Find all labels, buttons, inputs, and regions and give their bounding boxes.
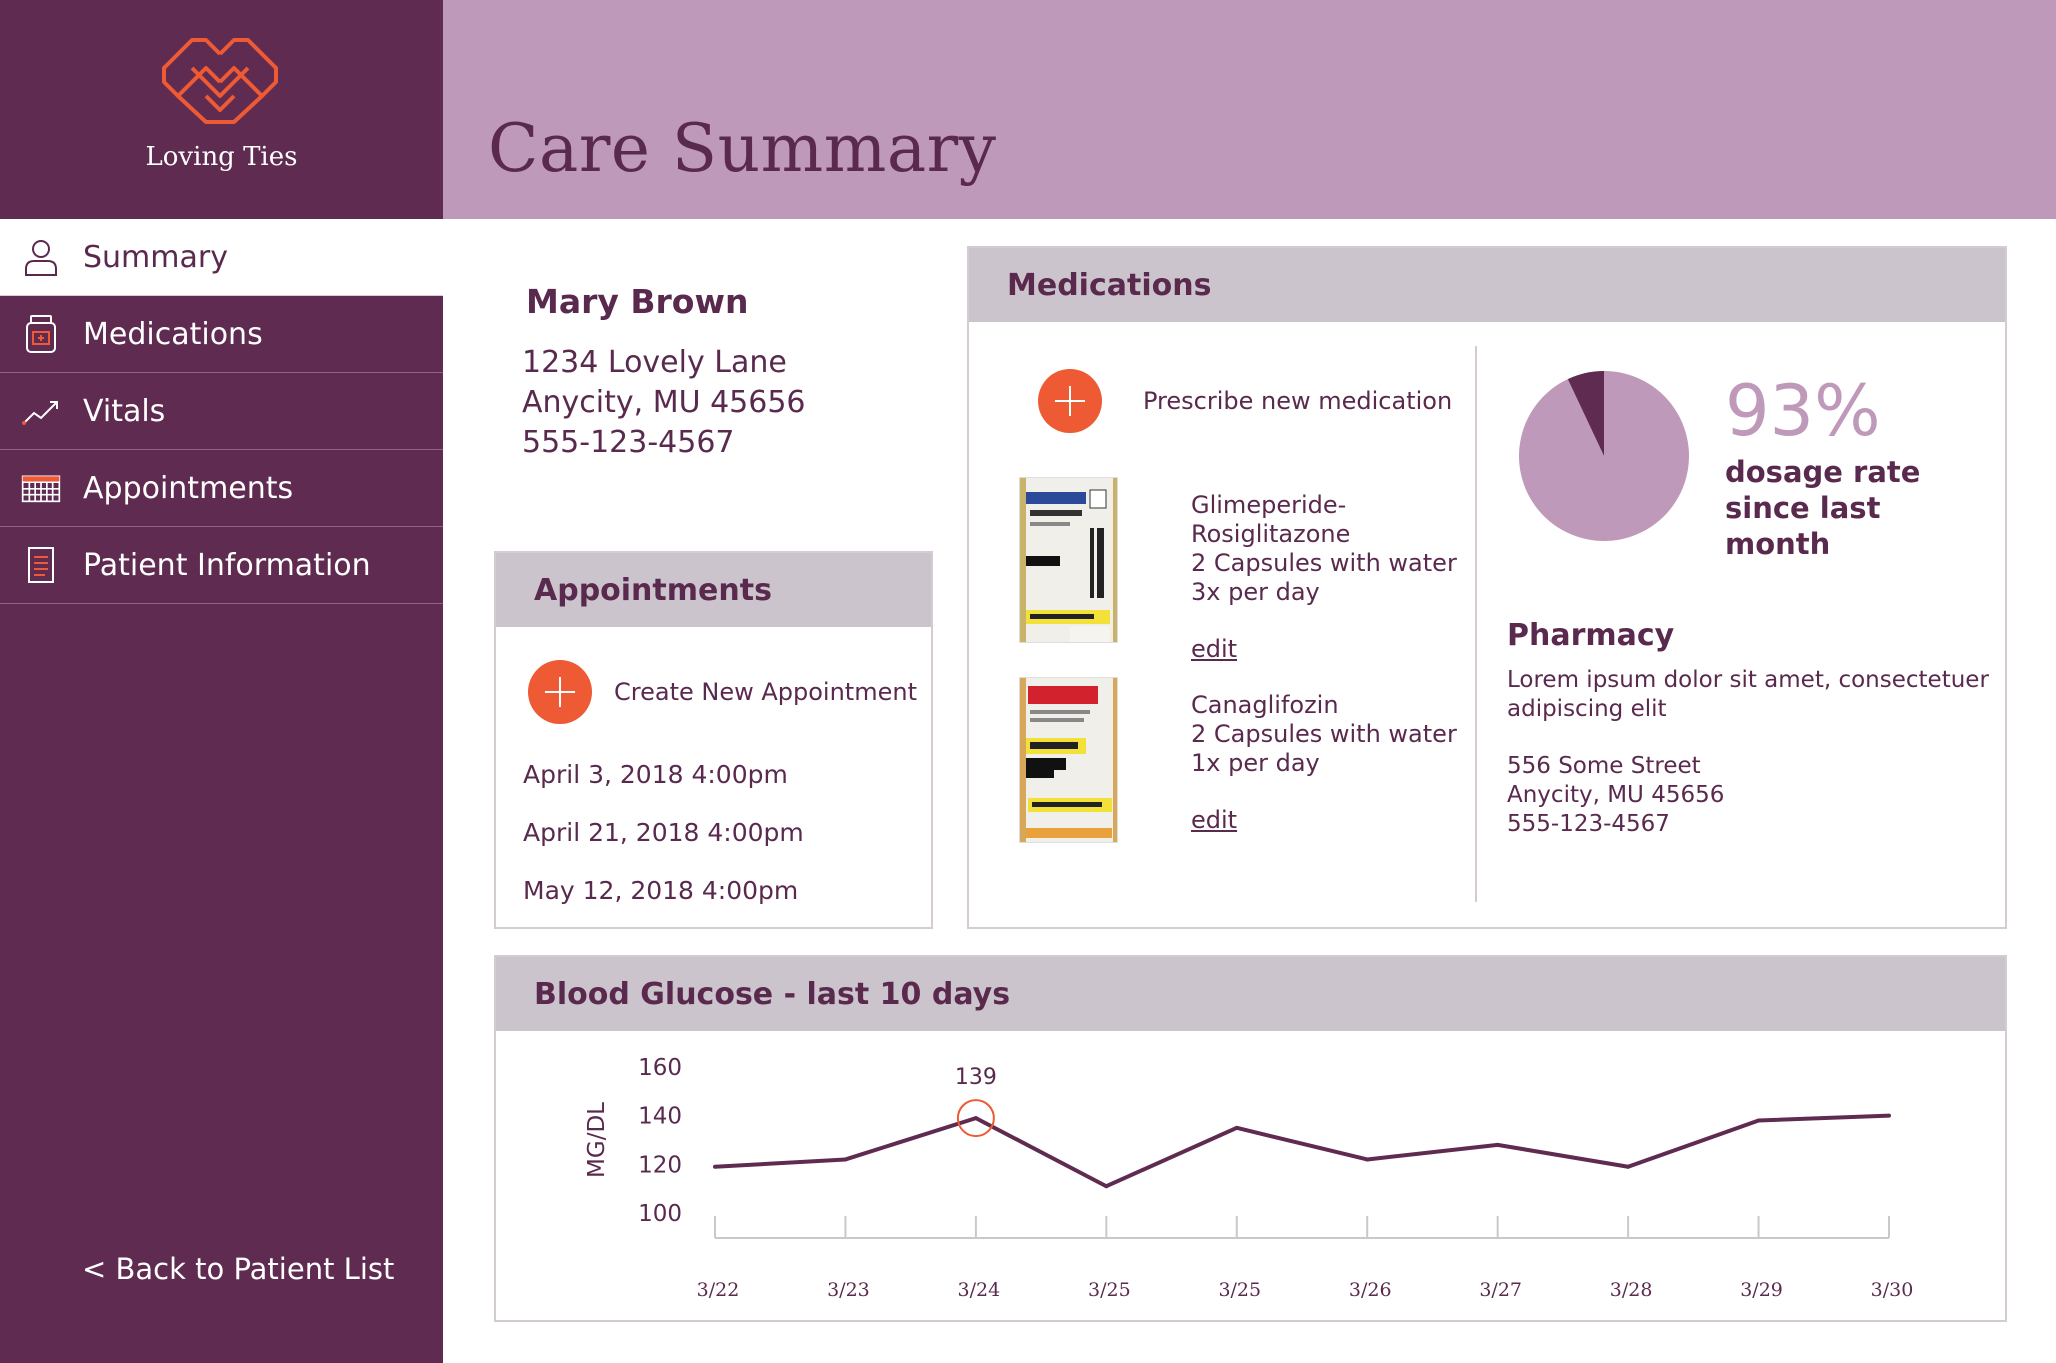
medication-dose: 2 Capsules with water 3x per day [1191, 549, 1457, 606]
medications-divider [1475, 346, 1477, 902]
highlight-value-label: 139 [955, 1065, 997, 1090]
medication-name: Canaglifozin [1191, 691, 1339, 719]
brand[interactable]: Loving Ties [0, 0, 443, 219]
appointment-list: April 3, 2018 4:00pm April 21, 2018 4:00… [523, 760, 804, 934]
y-tick-label: 100 [638, 1201, 682, 1227]
sidebar-item-label: Vitals [83, 393, 166, 429]
blood-glucose-panel-title: Blood Glucose - last 10 days [496, 957, 2005, 1031]
sidebar-item-patient-information[interactable]: Patient Information [0, 527, 443, 604]
x-tick-label: 3/28 [1610, 1279, 1653, 1301]
sidebar-item-vitals[interactable]: Vitals [0, 373, 443, 450]
highlight-marker[interactable] [956, 1099, 995, 1138]
pharmacy-title: Pharmacy [1507, 618, 1675, 653]
page-title: Care Summary [488, 110, 997, 187]
glucose-data-point [1887, 1113, 1891, 1118]
pharmacy-info: Pharmacy Lorem ipsum dolor sit amet, con… [1507, 618, 1997, 839]
medications-panel-title: Medications [969, 248, 2005, 322]
prescribe-medication-label[interactable]: Prescribe new medication [1143, 387, 1453, 415]
pharmacy-phone: 555-123-4567 [1507, 811, 1670, 837]
glucose-data-point [1495, 1142, 1500, 1147]
pill-bottle-icon [17, 312, 65, 356]
sidebar-nav: Summary Medications Vitals Appointments … [0, 219, 443, 604]
pharmacy-street: 556 Some Street [1507, 753, 1701, 779]
create-appointment-label[interactable]: Create New Appointment [614, 678, 917, 706]
sidebar-item-label: Appointments [83, 470, 294, 506]
page-header: Care Summary [443, 0, 2056, 219]
x-tick-label: 3/22 [697, 1279, 740, 1301]
appointments-panel: Appointments Create New Appointment Apri… [494, 551, 933, 929]
sidebar-item-label: Medications [83, 316, 263, 352]
costco-bottle-label [1019, 677, 1118, 843]
edit-medication-link[interactable]: edit [1191, 806, 1238, 834]
medication-name: Glimeperide-Rosiglitazone [1191, 491, 1351, 548]
dosage-percent: 93% [1725, 370, 1881, 452]
glucose-data-point [1104, 1184, 1109, 1189]
appointment-item[interactable]: April 21, 2018 4:00pm [523, 818, 804, 847]
medication-dose: 2 Capsules with water 1x per day [1191, 720, 1457, 777]
y-tick-label: 120 [638, 1152, 682, 1178]
glucose-data-point [1365, 1157, 1370, 1162]
blood-glucose-line-chart: MG/DL 160 140 120 100 3/22 3/23 3/24 3/25 3/25 3/2… [584, 1055, 1914, 1301]
x-tick-label: 3/23 [827, 1279, 870, 1301]
calendar-icon [17, 466, 65, 510]
glucose-data-point [1234, 1125, 1239, 1130]
patient-address-line1: 1234 Lovely Lane [522, 345, 787, 380]
x-tick-label: 3/25 [1218, 1279, 1261, 1301]
blood-glucose-panel: Blood Glucose - last 10 days MG/DL 160 140… [494, 955, 2007, 1322]
prescribe-medication-button[interactable] [1038, 369, 1102, 433]
x-tick-label: 3/26 [1349, 1279, 1392, 1301]
x-tick-label: 3/29 [1740, 1279, 1783, 1301]
appointments-panel-title: Appointments [496, 553, 931, 627]
patient-address-line2: Anycity, MU 45656 [522, 385, 806, 420]
y-tick-label: 140 [638, 1104, 682, 1130]
brand-name: Loving Ties [145, 142, 298, 172]
y-tick-label: 160 [638, 1055, 682, 1081]
medications-panel: Medications Prescribe new medication [967, 246, 2007, 929]
x-tick-label: 3/24 [958, 1279, 1001, 1301]
interlocking-hearts-logo [162, 38, 278, 124]
pharmacy-bottle-label [1019, 477, 1118, 643]
pie-slice-dosage-missed [1567, 371, 1604, 456]
create-appointment-button[interactable] [528, 660, 592, 724]
appointment-item[interactable]: April 3, 2018 4:00pm [523, 760, 788, 789]
glucose-data-point [973, 1116, 978, 1121]
document-icon [17, 543, 65, 587]
y-axis-label: MG/DL [584, 1102, 610, 1178]
medication-details: Canaglifozin 2 Capsules with water 1x pe… [1191, 691, 1491, 835]
glucose-series-line [714, 1113, 1890, 1189]
medication-details: Glimeperide-Rosiglitazone 2 Capsules wit… [1191, 491, 1491, 664]
create-appointment-row: Create New Appointment [528, 660, 917, 724]
glucose-data-point [1626, 1164, 1631, 1169]
patient-phone: 555-123-4567 [522, 425, 735, 460]
sidebar-item-summary[interactable]: Summary [0, 219, 443, 296]
glucose-data-point [713, 1164, 717, 1169]
glucose-data-point [843, 1157, 848, 1162]
x-tick-label: 3/27 [1479, 1279, 1522, 1301]
dosage-pie-chart [1519, 371, 1689, 541]
sidebar-item-label: Patient Information [83, 547, 371, 583]
pharmacy-description: Lorem ipsum dolor sit amet, consectetuer… [1507, 667, 1989, 722]
sidebar-item-label: Summary [83, 239, 228, 275]
dosage-label: dosage rate since last month [1725, 455, 1921, 561]
patient-name: Mary Brown [526, 282, 749, 321]
trend-chart-icon [17, 389, 65, 433]
back-to-patient-list-link[interactable]: < Back to Patient List [82, 1252, 395, 1286]
pharmacy-city: Anycity, MU 45656 [1507, 782, 1725, 808]
x-tick-label: 3/25 [1088, 1279, 1131, 1301]
prescribe-medication-row: Prescribe new medication [1038, 369, 1452, 433]
sidebar-item-appointments[interactable]: Appointments [0, 450, 443, 527]
sidebar-item-medications[interactable]: Medications [0, 296, 443, 373]
x-tick-label: 3/30 [1871, 1279, 1914, 1301]
edit-medication-link[interactable]: edit [1191, 635, 1238, 663]
patient-info: Mary Brown 1234 Lovely Lane Anycity, MU … [522, 282, 806, 463]
person-icon [17, 235, 65, 279]
sidebar: Loving Ties Summary Medications Vitals A… [0, 0, 443, 1363]
glucose-data-point [1756, 1118, 1761, 1123]
appointment-item[interactable]: May 12, 2018 4:00pm [523, 876, 799, 905]
